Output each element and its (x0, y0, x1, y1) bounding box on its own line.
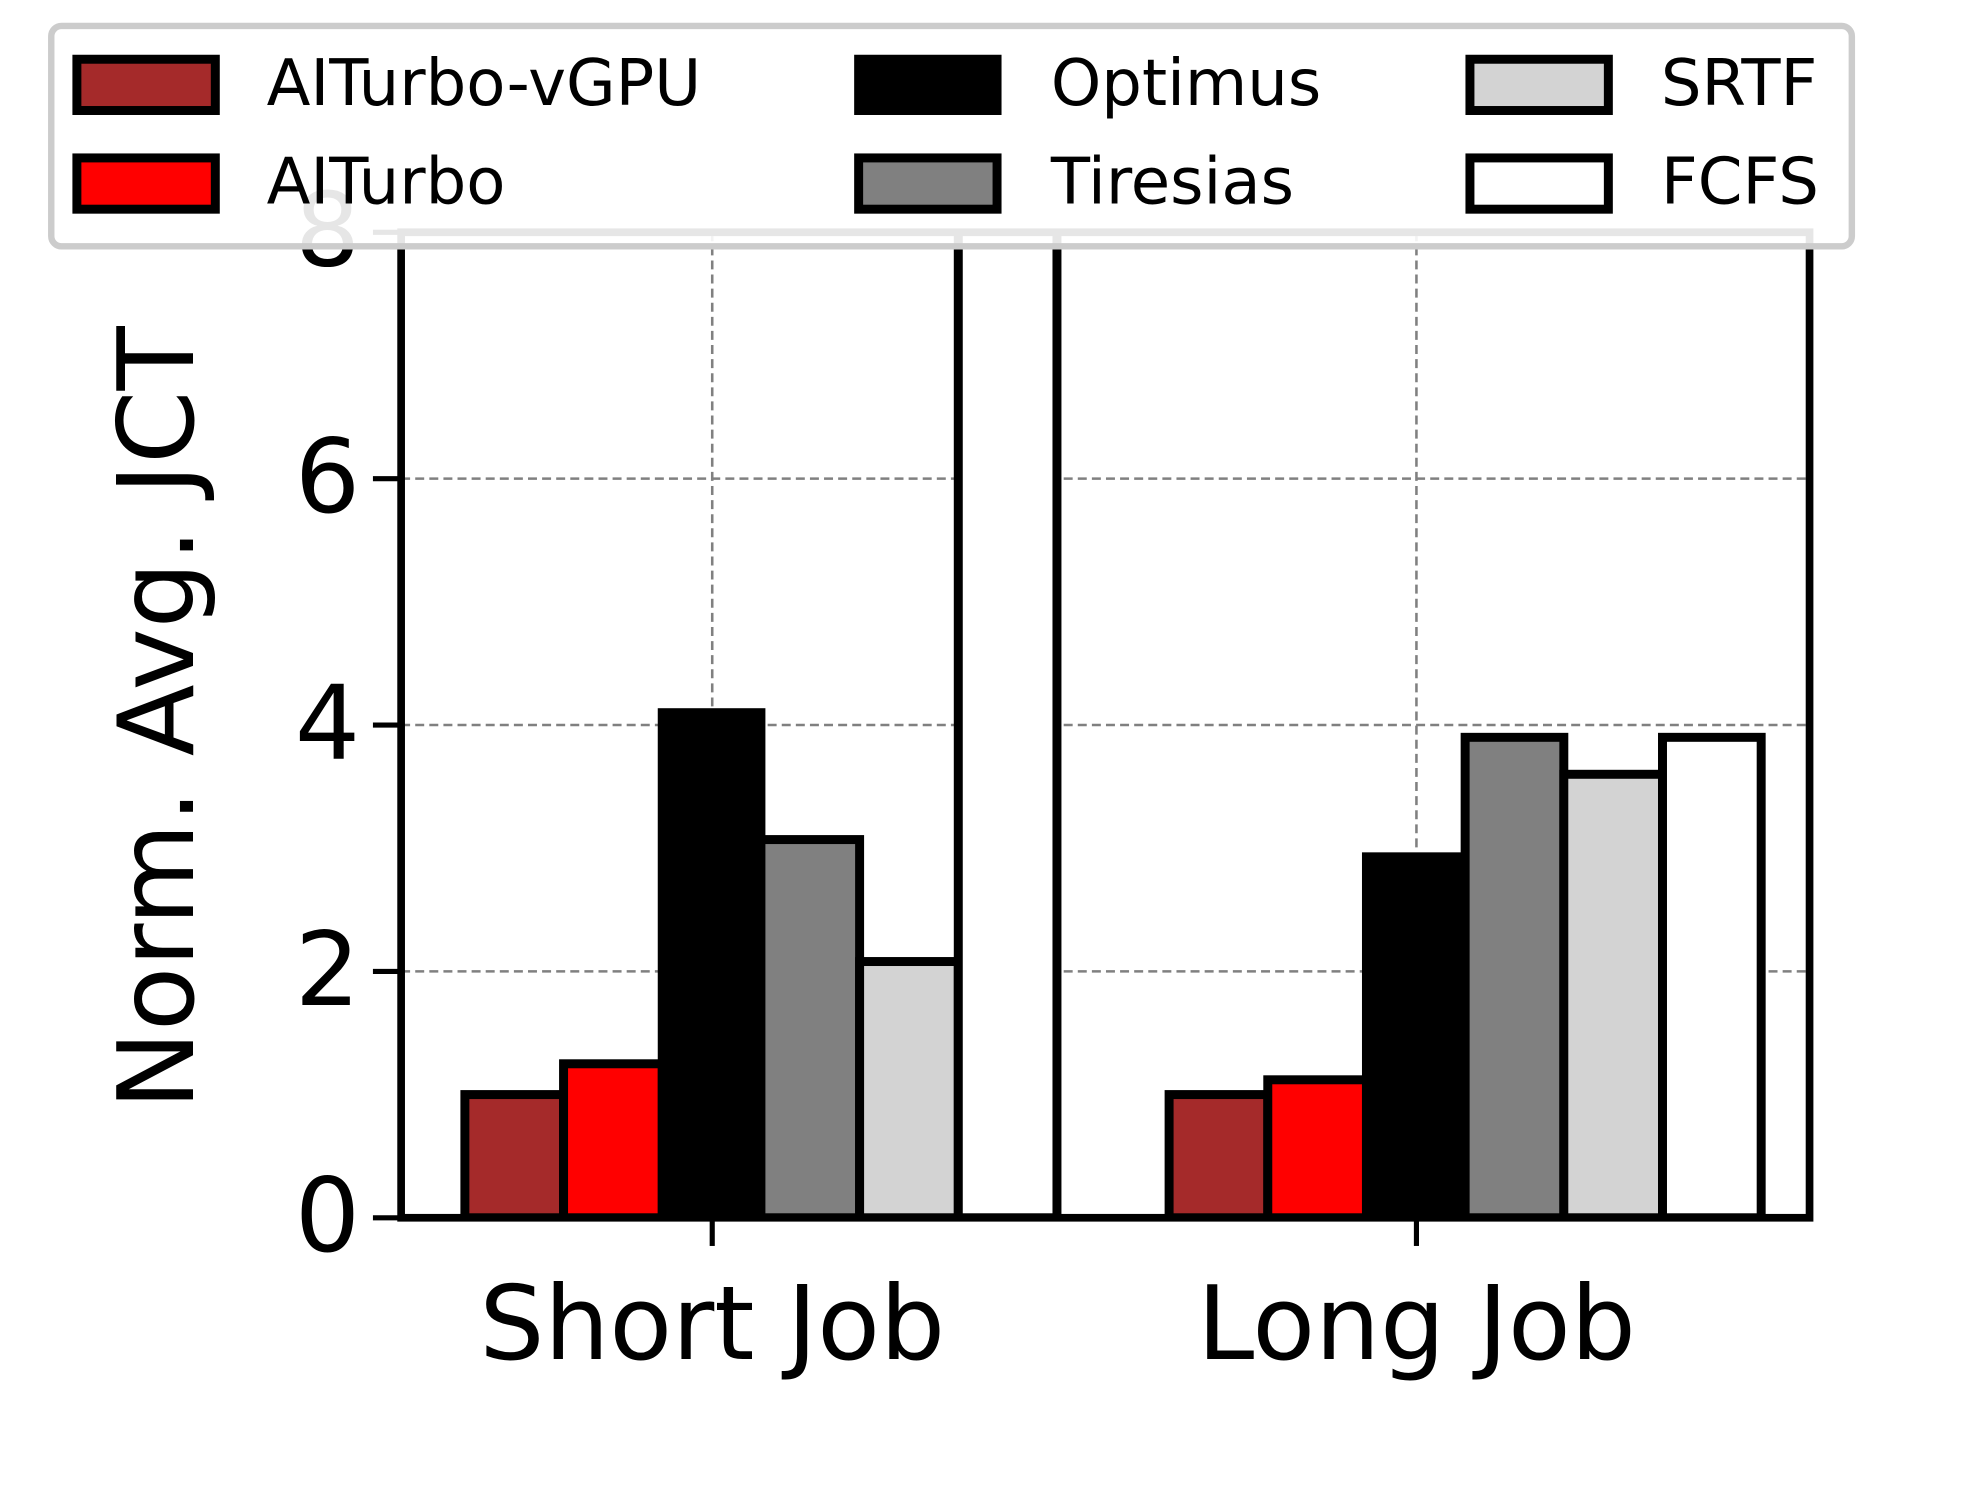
legend-swatch (1465, 153, 1613, 214)
bar (657, 708, 766, 1218)
legend-label: FCFS (1661, 146, 1819, 220)
legend-swatch (854, 54, 1002, 115)
bar (1263, 1075, 1371, 1218)
y-tick-label: 4 (295, 664, 360, 783)
legend-box (48, 22, 1856, 250)
bar (756, 835, 865, 1218)
bar (1460, 732, 1569, 1218)
legend-label: AITurbo (267, 146, 506, 220)
y-tick-label: 2 (295, 911, 360, 1030)
legend-label: Optimus (1051, 47, 1321, 121)
x-tick-label: Short Job (479, 1265, 945, 1384)
y-tick-label: 0 (295, 1157, 360, 1276)
legend-swatch (72, 54, 220, 115)
legend-swatch (1465, 54, 1613, 115)
bar (460, 1090, 569, 1218)
legend-label: AITurbo-vGPU (267, 47, 702, 121)
bar (1658, 732, 1766, 1218)
y-axis-label: Norm. Avg. JCT (95, 325, 218, 1109)
y-tick-label: 6 (295, 418, 360, 537)
x-tick-label: Long Job (1197, 1265, 1636, 1384)
bar (559, 1059, 667, 1218)
bar (1559, 769, 1667, 1218)
bar (953, 232, 1062, 1218)
bar (1361, 852, 1470, 1218)
bar (855, 957, 963, 1218)
legend-label: SRTF (1661, 47, 1818, 121)
legend-swatch (854, 153, 1002, 214)
bar (1164, 1090, 1273, 1218)
legend-label: Tiresias (1050, 146, 1294, 220)
legend-swatch (72, 153, 220, 214)
